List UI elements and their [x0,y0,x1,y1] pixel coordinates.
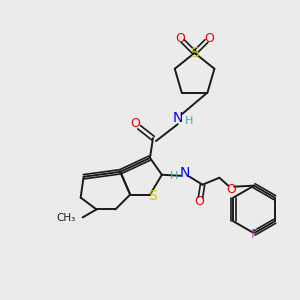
Text: N: N [172,111,183,125]
Text: H: H [184,116,193,126]
Text: S: S [190,46,199,60]
Text: N: N [179,166,190,180]
Text: O: O [195,195,205,208]
Text: O: O [175,32,185,44]
Text: F: F [250,228,258,241]
Text: O: O [205,32,214,44]
Text: H: H [169,171,178,181]
Text: O: O [130,117,140,130]
Text: CH₃: CH₃ [56,213,76,224]
Text: S: S [148,189,157,202]
Text: O: O [226,183,236,196]
